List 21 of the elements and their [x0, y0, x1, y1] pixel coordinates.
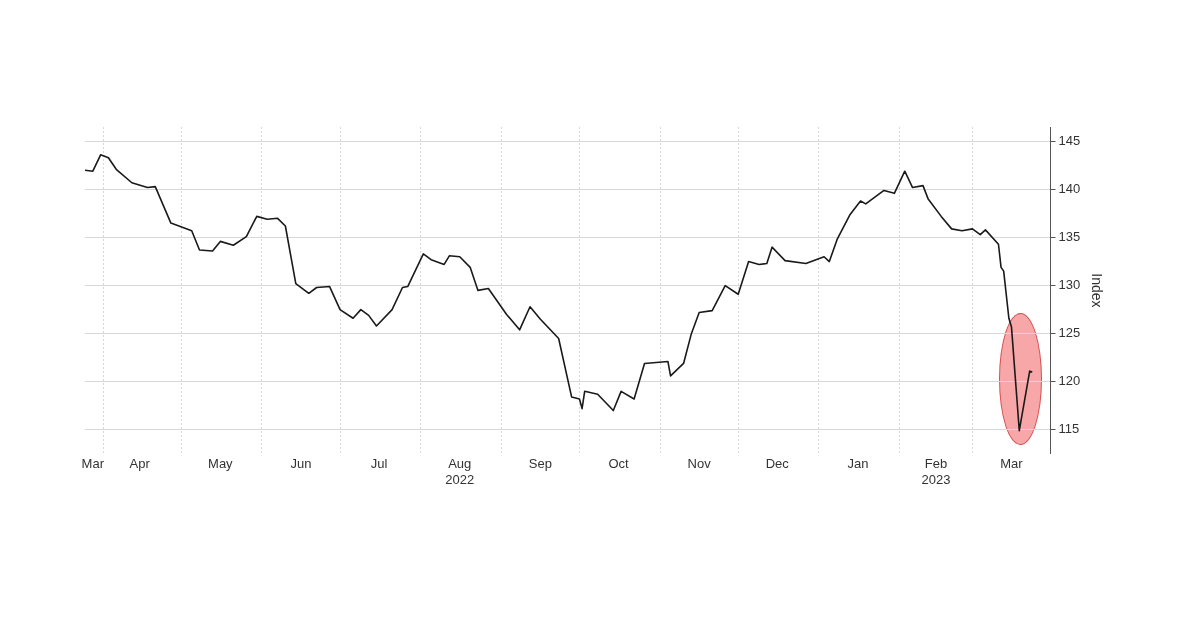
- y-tick-label: 140: [1058, 181, 1081, 197]
- x-tick-label: Sep: [528, 456, 552, 472]
- x-tick-label: Mar: [81, 456, 105, 472]
- x-tick-label: Jan: [847, 456, 869, 472]
- y-tick-label: 120: [1058, 373, 1081, 389]
- y-tick-label: 130: [1058, 277, 1081, 293]
- x-tick-label: Apr: [129, 456, 151, 472]
- x-tick-label: Jul: [370, 456, 388, 472]
- x-tick-label: Dec: [765, 456, 790, 472]
- x-tick-label: Feb 2023: [921, 456, 951, 487]
- x-tick-label: Jun: [290, 456, 312, 472]
- y-tick-label: 135: [1058, 229, 1081, 245]
- x-tick-label: Mar: [1000, 456, 1024, 472]
- y-tick-label: 115: [1058, 421, 1080, 437]
- y-tick-label: 145: [1058, 133, 1081, 148]
- x-tick-label: Aug 2022: [445, 456, 475, 487]
- x-tick-label: Oct: [608, 456, 629, 472]
- y-axis-title: Index: [1088, 273, 1105, 308]
- x-tick-label: Nov: [687, 456, 712, 472]
- x-tick-label: May: [208, 456, 234, 472]
- y-tick-label: 125: [1058, 325, 1081, 341]
